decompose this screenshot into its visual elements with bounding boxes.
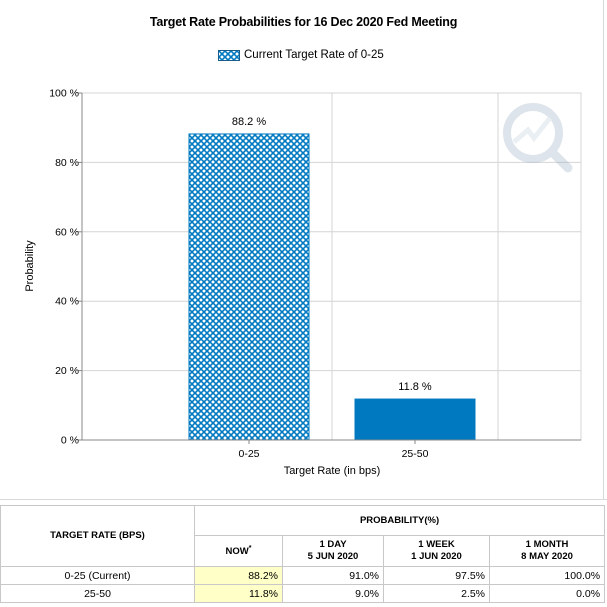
chart-legend[interactable]: Current Target Rate of 0-25 (218, 49, 384, 61)
y-axis-label: Probability (24, 240, 36, 292)
col-header-1-week: 1 WEEK 1 JUN 2020 (383, 535, 490, 567)
col-header-now: NOW* (194, 535, 283, 567)
col-header-1-day: 1 DAY 5 JUN 2020 (282, 535, 384, 567)
cell-now: 88.2% (194, 566, 283, 585)
cell-now: 11.8% (194, 584, 283, 603)
x-tick-label: 0-25 (238, 448, 259, 460)
header-target-rate: TARGET RATE (BPS) (0, 505, 195, 567)
chart-area: Target Rate Probabilities for 16 Dec 202… (0, 0, 607, 500)
cell-1-month: 100.0% (488, 566, 606, 585)
plot-canvas: 0 % 20 % 40 % 60 % 80 % 100 % 88.2 % 0-25 11.8 %… (49, 88, 582, 460)
table-row: 25-50 11.8% 9.0% 2.5% 0.0% (0, 584, 606, 603)
y-tick-label: 40 % (55, 296, 79, 308)
chart-right-border (603, 0, 604, 500)
y-tick-label: 80 % (55, 157, 79, 169)
bar (188, 133, 310, 441)
y-tick-label: 20 % (55, 365, 79, 377)
cell-1-month: 0.0% (488, 584, 606, 603)
cell-1-week: 2.5% (383, 584, 490, 603)
x-axis-label: Target Rate (in bps) (283, 465, 381, 477)
chart-bottom-border (0, 499, 607, 500)
y-tick-label: 0 % (61, 435, 79, 447)
chart-title: Target Rate Probabilities for 16 Dec 202… (149, 15, 458, 29)
y-tick-label: 60 % (55, 226, 79, 238)
bar-data-label: 11.8 % (398, 381, 432, 393)
cell-1-week: 97.5% (383, 566, 490, 585)
cell-1-day: 9.0% (282, 584, 384, 603)
row-label: 0-25 (Current) (0, 566, 195, 585)
table-row: 0-25 (Current) 88.2% 91.0% 97.5% 100.0% (0, 566, 606, 585)
x-tick-label: 25-50 (402, 448, 429, 460)
bar-data-label: 88.2 % (232, 116, 266, 128)
cme-fedwatch-logo-icon (503, 103, 573, 173)
col-header-1-month: 1 MONTH 8 MAY 2020 (488, 535, 606, 567)
y-tick-label: 100 % (49, 88, 79, 100)
bar (354, 398, 476, 441)
legend-label: Current Target Rate of 0-25 (244, 49, 384, 61)
cell-1-day: 91.0% (282, 566, 384, 585)
probability-table: TARGET RATE (BPS) PROBABILITY(%) NOW* 1 … (0, 505, 606, 603)
header-probability: PROBABILITY(%) (193, 505, 606, 536)
legend-swatch (218, 49, 240, 61)
row-label: 25-50 (0, 584, 195, 603)
